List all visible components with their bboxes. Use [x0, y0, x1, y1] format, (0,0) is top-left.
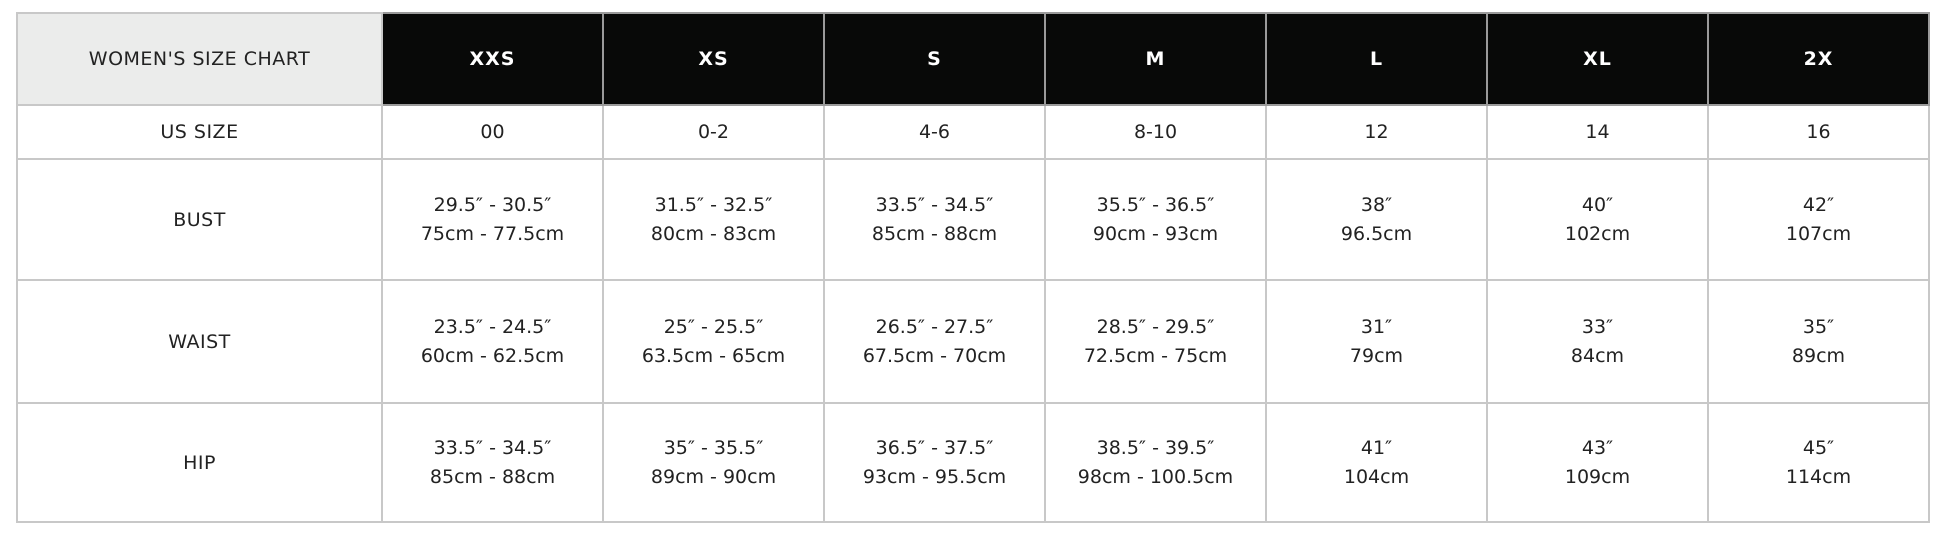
- table-row: WAIST 23.5″ - 24.5″ 60cm - 62.5cm 25″ - 25.…: [16, 279, 1930, 404]
- measurement-cell: 29.5″ - 30.5″ 75cm - 77.5cm: [381, 158, 604, 281]
- measurement-primary: 40″: [1581, 193, 1614, 216]
- measurement-cell: 0-2: [602, 104, 825, 160]
- header-row: WOMEN'S SIZE CHART XXS XS S M L XL 2X: [16, 12, 1930, 106]
- measurement-cell: 26.5″ - 27.5″ 67.5cm - 70cm: [823, 279, 1046, 404]
- measurement-primary: 33″: [1581, 315, 1614, 338]
- measurement-cm: 93cm - 95.5cm: [862, 465, 1007, 488]
- measurement-cell: 16: [1707, 104, 1930, 160]
- table-row: US SIZE 00 0-2 4-6 8-10 12 14 16: [16, 104, 1930, 160]
- measurement-primary: 42″: [1802, 193, 1835, 216]
- measurement-cm: 85cm - 88cm: [429, 465, 556, 488]
- measurement-cm: 114cm: [1785, 465, 1852, 488]
- measurement-cm: 85cm - 88cm: [871, 222, 998, 245]
- measurement-cell: 25″ - 25.5″ 63.5cm - 65cm: [602, 279, 825, 404]
- measurement-cm: 89cm: [1791, 344, 1846, 367]
- measurement-cm: 84cm: [1570, 344, 1625, 367]
- measurement-cell: 33.5″ - 34.5″ 85cm - 88cm: [823, 158, 1046, 281]
- measurement-cell: 43″ 109cm: [1486, 402, 1709, 523]
- size-chart-table: WOMEN'S SIZE CHART XXS XS S M L XL 2X US…: [16, 12, 1930, 523]
- measurement-primary: 25″ - 25.5″: [663, 315, 764, 338]
- measurement-primary: 43″: [1581, 436, 1614, 459]
- measurement-cell: 33″ 84cm: [1486, 279, 1709, 404]
- measurement-cell: 35″ - 35.5″ 89cm - 90cm: [602, 402, 825, 523]
- row-label: US SIZE: [16, 104, 383, 160]
- measurement-cm: 60cm - 62.5cm: [420, 344, 565, 367]
- measurement-cm: 96.5cm: [1340, 222, 1413, 245]
- measurement-cm: 80cm - 83cm: [650, 222, 777, 245]
- measurement-primary: 36.5″ - 37.5″: [875, 436, 994, 459]
- row-label: WAIST: [16, 279, 383, 404]
- measurement-cell: 12: [1265, 104, 1488, 160]
- measurement-cell: 41″ 104cm: [1265, 402, 1488, 523]
- measurement-cell: 33.5″ - 34.5″ 85cm - 88cm: [381, 402, 604, 523]
- measurement-cell: 35″ 89cm: [1707, 279, 1930, 404]
- measurement-cm: 102cm: [1564, 222, 1631, 245]
- measurement-cm: 79cm: [1349, 344, 1404, 367]
- measurement-cell: 42″ 107cm: [1707, 158, 1930, 281]
- measurement-primary: 35″ - 35.5″: [663, 436, 764, 459]
- measurement-cell: 4-6: [823, 104, 1046, 160]
- measurement-cell: 38″ 96.5cm: [1265, 158, 1488, 281]
- size-header: L: [1265, 12, 1488, 106]
- measurement-primary: 16: [1806, 120, 1831, 143]
- size-header: S: [823, 12, 1046, 106]
- measurement-cm: 104cm: [1343, 465, 1410, 488]
- measurement-cell: 40″ 102cm: [1486, 158, 1709, 281]
- measurement-cell: 45″ 114cm: [1707, 402, 1930, 523]
- measurement-primary: 45″: [1802, 436, 1835, 459]
- measurement-primary: 26.5″ - 27.5″: [875, 315, 994, 338]
- measurement-cell: 38.5″ - 39.5″ 98cm - 100.5cm: [1044, 402, 1267, 523]
- measurement-cm: 72.5cm - 75cm: [1083, 344, 1228, 367]
- measurement-cm: 109cm: [1564, 465, 1631, 488]
- measurement-cm: 90cm - 93cm: [1092, 222, 1219, 245]
- measurement-cell: 35.5″ - 36.5″ 90cm - 93cm: [1044, 158, 1267, 281]
- measurement-cm: 67.5cm - 70cm: [862, 344, 1007, 367]
- row-label: BUST: [16, 158, 383, 281]
- measurement-primary: 29.5″ - 30.5″: [433, 193, 552, 216]
- measurement-primary: 0-2: [697, 120, 730, 143]
- measurement-primary: 23.5″ - 24.5″: [433, 315, 552, 338]
- measurement-cm: 98cm - 100.5cm: [1077, 465, 1234, 488]
- measurement-cell: 23.5″ - 24.5″ 60cm - 62.5cm: [381, 279, 604, 404]
- measurement-cell: 00: [381, 104, 604, 160]
- measurement-primary: 12: [1364, 120, 1389, 143]
- measurement-primary: 31″: [1360, 315, 1393, 338]
- measurement-cell: 31″ 79cm: [1265, 279, 1488, 404]
- measurement-primary: 8-10: [1133, 120, 1178, 143]
- size-header: 2X: [1707, 12, 1930, 106]
- measurement-cm: 89cm - 90cm: [650, 465, 777, 488]
- measurement-cm: 75cm - 77.5cm: [420, 222, 565, 245]
- measurement-cm: 107cm: [1785, 222, 1852, 245]
- size-header: XL: [1486, 12, 1709, 106]
- measurement-cm: 63.5cm - 65cm: [641, 344, 786, 367]
- measurement-primary: 41″: [1360, 436, 1393, 459]
- size-header: XS: [602, 12, 825, 106]
- measurement-cell: 36.5″ - 37.5″ 93cm - 95.5cm: [823, 402, 1046, 523]
- measurement-primary: 35.5″ - 36.5″: [1096, 193, 1215, 216]
- measurement-primary: 33.5″ - 34.5″: [875, 193, 994, 216]
- measurement-cell: 14: [1486, 104, 1709, 160]
- measurement-primary: 35″: [1802, 315, 1835, 338]
- table-row: HIP 33.5″ - 34.5″ 85cm - 88cm 35″ - 35.5″ 89…: [16, 402, 1930, 523]
- measurement-primary: 28.5″ - 29.5″: [1096, 315, 1215, 338]
- measurement-primary: 4-6: [918, 120, 951, 143]
- table-row: BUST 29.5″ - 30.5″ 75cm - 77.5cm 31.5″ - 32…: [16, 158, 1930, 281]
- measurement-primary: 38″: [1360, 193, 1393, 216]
- measurement-cell: 28.5″ - 29.5″ 72.5cm - 75cm: [1044, 279, 1267, 404]
- size-header: XXS: [381, 12, 604, 106]
- measurement-cell: 31.5″ - 32.5″ 80cm - 83cm: [602, 158, 825, 281]
- size-header: M: [1044, 12, 1267, 106]
- measurement-primary: 14: [1585, 120, 1610, 143]
- measurement-primary: 33.5″ - 34.5″: [433, 436, 552, 459]
- measurement-cell: 8-10: [1044, 104, 1267, 160]
- measurement-primary: 31.5″ - 32.5″: [654, 193, 773, 216]
- measurement-primary: 00: [480, 120, 505, 143]
- chart-title: WOMEN'S SIZE CHART: [16, 12, 383, 106]
- row-label: HIP: [16, 402, 383, 523]
- measurement-primary: 38.5″ - 39.5″: [1096, 436, 1215, 459]
